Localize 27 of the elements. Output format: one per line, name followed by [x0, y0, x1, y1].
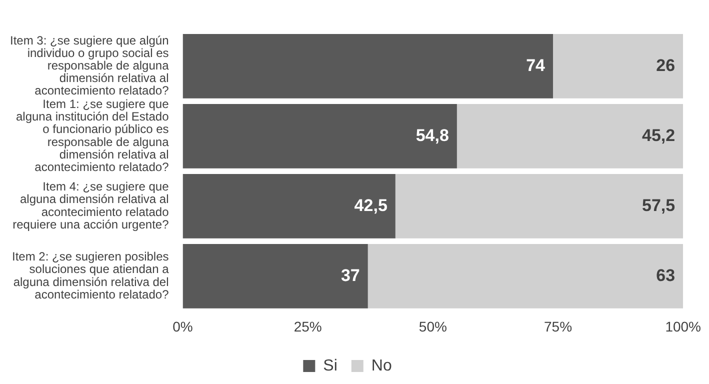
bar [368, 244, 684, 308]
data-label: 37 [340, 266, 360, 285]
data-label: 42,5 [354, 196, 388, 215]
data-label: 54,8 [416, 126, 449, 145]
legend-label: No [371, 357, 392, 374]
bar [395, 174, 684, 238]
x-tick-label: 100% [665, 318, 702, 334]
x-tick-label: 0% [172, 318, 193, 334]
x-tick-label: 75% [544, 318, 572, 334]
bar [553, 34, 684, 98]
bar [182, 174, 396, 238]
data-label: 63 [656, 266, 676, 285]
x-tick-label: 25% [294, 318, 322, 334]
y-tick-label: Item 4: ¿se sugiere que alguna dimensión relativa al acontecimiento relatado requiere una acción urgente? [12, 180, 170, 232]
bar [182, 244, 368, 308]
x-tick-label: 50% [418, 318, 447, 334]
bar [456, 104, 684, 168]
legend-label: Si [323, 357, 338, 374]
bar [182, 104, 457, 168]
data-label: 57,5 [642, 196, 676, 215]
data-label: 45,2 [642, 126, 676, 145]
y-tick-label: Item 2: ¿se sugieren posibles soluciones que atiendan a alguna dimensión relativa del acontecimiento relatado? [12, 250, 170, 302]
data-label: 74 [526, 56, 546, 75]
bar [182, 34, 554, 98]
y-tick-label: Item 3: ¿se sugiere que algún individuo o grupo social es responsable de alguna dimensión relativa al acontecimiento relatado? [10, 33, 170, 98]
y-tick-label: Item 1: ¿se sugiere que alguna institución del Estado o funcionario público es responsable de alguna dimensión relativa al acontecimiento relatado? [16, 97, 170, 174]
data-label: 26 [656, 56, 676, 75]
